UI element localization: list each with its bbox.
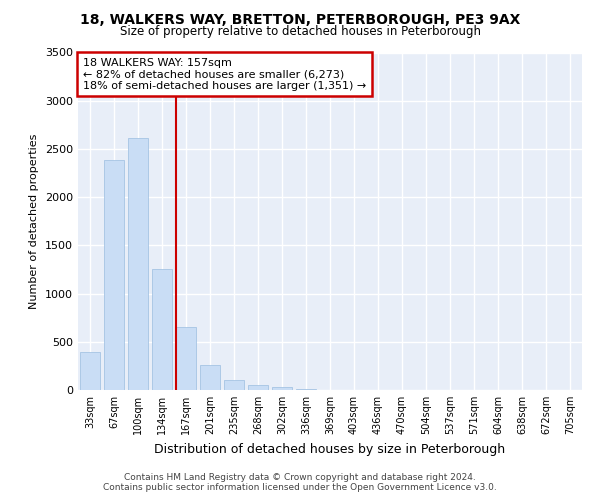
Bar xyxy=(104,160,124,390)
Y-axis label: Number of detached properties: Number of detached properties xyxy=(29,134,40,309)
Bar xyxy=(224,380,244,390)
Text: 18 WALKERS WAY: 157sqm
← 82% of detached houses are smaller (6,273)
18% of semi-: 18 WALKERS WAY: 157sqm ← 82% of detached… xyxy=(83,58,366,91)
X-axis label: Distribution of detached houses by size in Peterborough: Distribution of detached houses by size … xyxy=(154,442,506,456)
Bar xyxy=(80,352,100,390)
Text: 18, WALKERS WAY, BRETTON, PETERBOROUGH, PE3 9AX: 18, WALKERS WAY, BRETTON, PETERBOROUGH, … xyxy=(80,12,520,26)
Bar xyxy=(152,270,172,390)
Bar xyxy=(272,387,292,390)
Bar xyxy=(296,388,316,390)
Bar xyxy=(128,138,148,390)
Bar xyxy=(248,384,268,390)
Bar xyxy=(200,366,220,390)
Text: Contains HM Land Registry data © Crown copyright and database right 2024.
Contai: Contains HM Land Registry data © Crown c… xyxy=(103,473,497,492)
Text: Size of property relative to detached houses in Peterborough: Size of property relative to detached ho… xyxy=(119,25,481,38)
Bar xyxy=(176,328,196,390)
